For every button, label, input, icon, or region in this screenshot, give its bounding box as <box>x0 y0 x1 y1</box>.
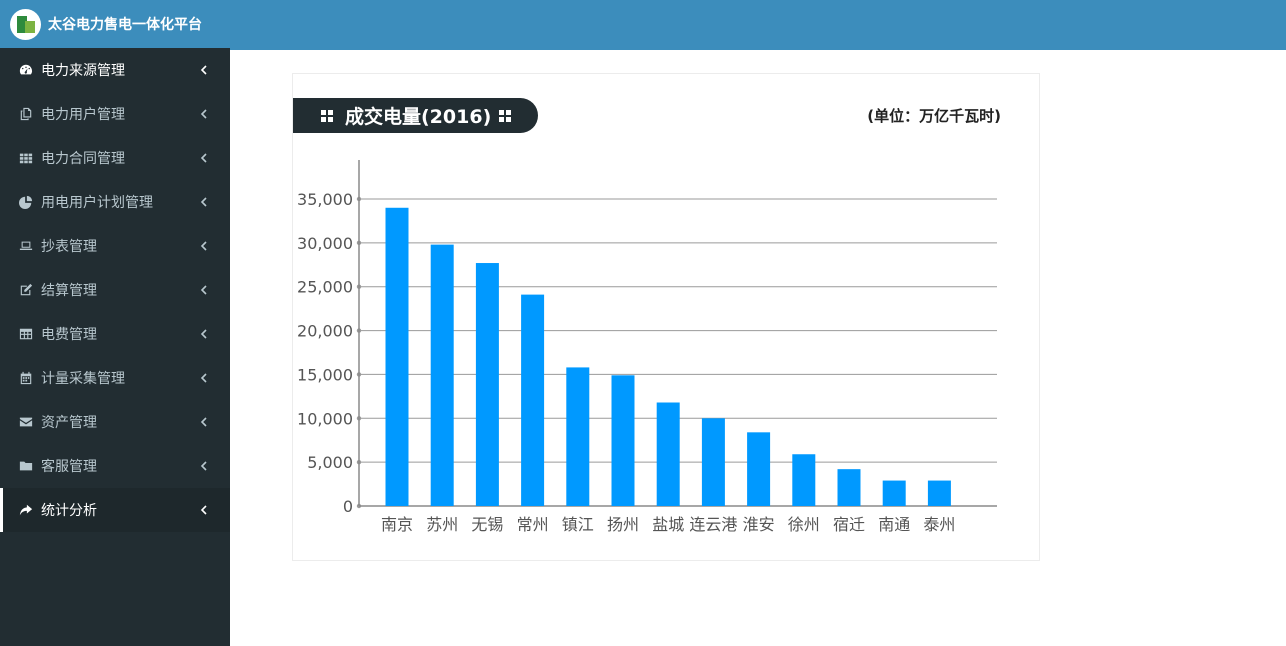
sidebar-item-label: 用电用户计划管理 <box>41 195 153 211</box>
chevron-left-icon <box>198 415 210 429</box>
y-tick-label: 15,000 <box>297 365 353 384</box>
x-tick-label: 常州 <box>517 515 549 534</box>
sidebar-item-usage-plans[interactable]: 用电用户计划管理 <box>0 180 230 224</box>
envelope-icon <box>18 415 34 429</box>
sidebar-item-label: 统计分析 <box>41 503 97 519</box>
chart-panel: 0 5,000 10,000 15,000 20,000 25,000 30,000 35,0… <box>292 73 1040 561</box>
sidebar: 太谷电力售电一体化平台 电力来源管理 电力用户管理 电力合同管理 <box>0 0 230 646</box>
top-header-bar <box>230 0 1286 50</box>
y-tick-label: 10,000 <box>297 409 353 428</box>
table-icon <box>18 327 34 341</box>
panel-title-pill: 成交电量(2016) <box>293 98 538 133</box>
app-title: 太谷电力售电一体化平台 <box>48 17 202 33</box>
x-tick-label: 徐州 <box>788 515 820 534</box>
chevron-left-icon <box>198 459 210 473</box>
chevron-left-icon <box>198 503 210 517</box>
y-tick-label: 30,000 <box>297 234 353 253</box>
sidebar-item-label: 抄表管理 <box>41 239 97 255</box>
y-tick-label: 35,000 <box>297 190 353 209</box>
sidebar-item-power-users[interactable]: 电力用户管理 <box>0 92 230 136</box>
chevron-left-icon <box>198 371 210 385</box>
dashboard-icon <box>18 63 34 77</box>
grid-icon <box>499 109 512 122</box>
sidebar-item-metering[interactable]: 计量采集管理 <box>0 356 230 400</box>
x-tick-label: 南京 <box>381 515 413 534</box>
x-tick-label: 盐城 <box>652 515 684 534</box>
sidebar-item-settlement[interactable]: 结算管理 <box>0 268 230 312</box>
chevron-left-icon <box>198 283 210 297</box>
bar <box>656 402 680 506</box>
x-tick-label: 镇江 <box>562 515 594 534</box>
sidebar-item-label: 客服管理 <box>41 459 97 475</box>
y-tick-label: 20,000 <box>297 322 353 341</box>
grid-icon <box>18 151 34 165</box>
sidebar-item-label: 电费管理 <box>41 327 97 343</box>
chevron-left-icon <box>198 327 210 341</box>
x-tick-label: 宿迁 <box>833 515 865 534</box>
bar <box>882 480 906 506</box>
x-tick-label: 扬州 <box>607 515 639 534</box>
bar <box>385 207 409 506</box>
y-tick-label: 25,000 <box>297 278 353 297</box>
sidebar-item-label: 资产管理 <box>41 415 97 431</box>
sidebar-item-contracts[interactable]: 电力合同管理 <box>0 136 230 180</box>
bar <box>837 469 861 506</box>
sidebar-item-assets[interactable]: 资产管理 <box>0 400 230 444</box>
bar-chart: 0 5,000 10,000 15,000 20,000 25,000 30,000 35,0… <box>297 160 997 534</box>
sidebar-item-label: 结算管理 <box>41 283 97 299</box>
x-tick-label: 苏州 <box>426 515 458 534</box>
sidebar-item-label: 电力用户管理 <box>41 107 125 123</box>
sidebar-menu: 电力来源管理 电力用户管理 电力合同管理 用电用户计划管理 <box>0 48 230 532</box>
calendar-icon <box>18 371 34 385</box>
sidebar-item-statistics[interactable]: 统计分析 <box>0 488 230 532</box>
bar <box>566 367 590 506</box>
sidebar-item-customer-service[interactable]: 客服管理 <box>0 444 230 488</box>
sidebar-item-label: 电力合同管理 <box>41 151 125 167</box>
y-tick-label: 0 <box>343 497 353 516</box>
chevron-left-icon <box>198 63 210 77</box>
chevron-left-icon <box>198 107 210 121</box>
brand[interactable]: 太谷电力售电一体化平台 <box>0 0 230 48</box>
chevron-left-icon <box>198 151 210 165</box>
bar <box>611 375 635 506</box>
bar <box>475 263 499 506</box>
panel-title: 成交电量(2016) <box>345 106 492 128</box>
sidebar-item-billing[interactable]: 电费管理 <box>0 312 230 356</box>
x-tick-label: 淮安 <box>743 515 775 534</box>
copy-icon <box>18 107 34 121</box>
sidebar-item-power-source[interactable]: 电力来源管理 <box>0 48 230 92</box>
folder-icon <box>18 459 34 473</box>
bar <box>747 432 771 506</box>
bar <box>430 244 454 506</box>
sidebar-item-label: 电力来源管理 <box>41 63 125 79</box>
x-tick-label: 无锡 <box>471 515 503 534</box>
x-tick-label: 泰州 <box>923 515 955 534</box>
grid-icon <box>321 109 333 122</box>
bar <box>927 480 951 506</box>
sidebar-item-meter-reading[interactable]: 抄表管理 <box>0 224 230 268</box>
laptop-icon <box>18 239 34 253</box>
share-icon <box>18 503 34 517</box>
chevron-left-icon <box>198 239 210 253</box>
x-tick-label: 连云港 <box>689 515 737 534</box>
x-tick-label: 南通 <box>878 515 910 534</box>
bar <box>521 294 545 506</box>
pie-chart-icon <box>18 195 34 209</box>
bar <box>792 454 816 506</box>
chevron-left-icon <box>198 195 210 209</box>
edit-icon <box>18 283 34 297</box>
logo-icon <box>10 8 41 40</box>
bar <box>701 418 725 506</box>
y-tick-label: 5,000 <box>307 453 353 472</box>
unit-label: (单位：万亿千瓦时) <box>867 107 1001 125</box>
sidebar-item-label: 计量采集管理 <box>41 371 125 387</box>
